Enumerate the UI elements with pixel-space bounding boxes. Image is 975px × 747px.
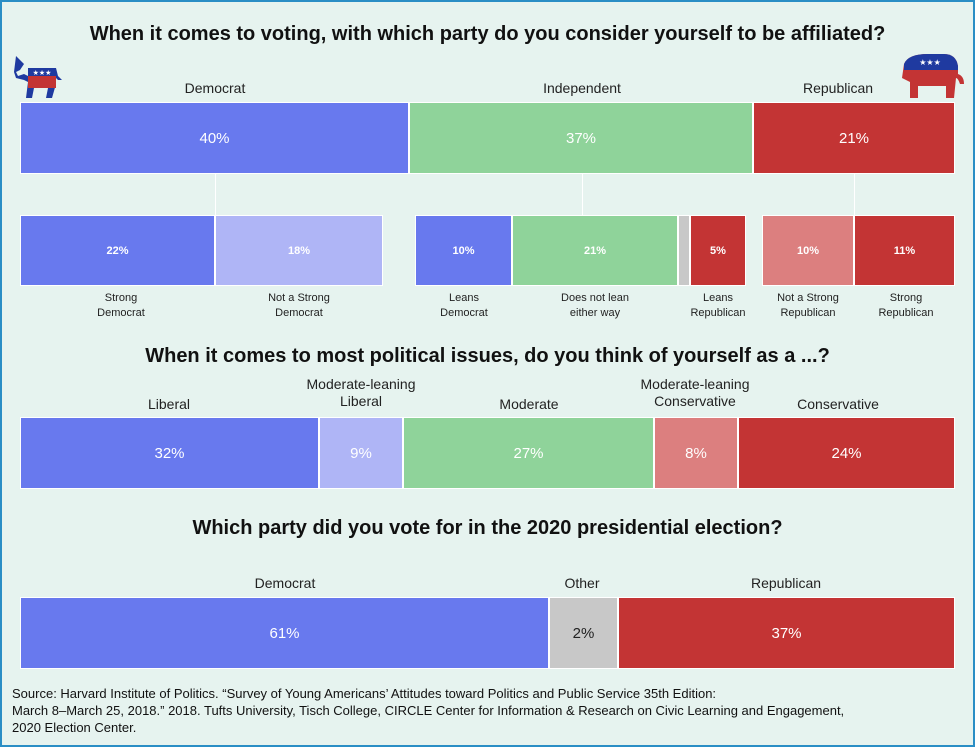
connector-line: [215, 174, 216, 215]
source-line: March 8–March 25, 2018.” 2018. Tufts Uni…: [12, 703, 845, 718]
bar-moderate-conservative: 8%: [654, 417, 738, 489]
sub-label: Not a Strong Democrat: [268, 292, 330, 319]
bar-strong-republican: 11%: [854, 215, 955, 286]
category-label: Conservative: [797, 396, 879, 412]
bar-vote-republican: 37%: [618, 597, 955, 669]
category-label: Democrat: [254, 575, 316, 591]
chart3-title: Which party did you vote for in the 2020…: [192, 517, 783, 539]
bar-democrat: 40%: [20, 102, 409, 174]
category-label: Other: [564, 575, 600, 591]
category-label: Moderate: [499, 396, 559, 412]
source-note: Source: Harvard Institute of Politics. “…: [12, 685, 967, 736]
bar-strong-democrat: 22%: [20, 215, 215, 286]
sub-label: Leans Democrat: [440, 292, 488, 319]
sub-label: Strong Republican: [878, 292, 934, 319]
bar-moderate: 27%: [403, 417, 654, 489]
bar-no-lean: 21%: [512, 215, 678, 286]
category-label: Liberal: [147, 396, 191, 412]
category-label: Republican: [750, 575, 822, 591]
source-line: Source: Harvard Institute of Politics. “…: [12, 686, 717, 701]
bar-leans-democrat: 10%: [415, 215, 512, 286]
chart1-title: When it comes to voting, with which part…: [89, 23, 886, 45]
chart2-title: When it comes to most political issues, …: [145, 345, 830, 367]
sub-label: Leans Republican: [690, 292, 746, 319]
bar-leans-republican: 5%: [690, 215, 746, 286]
bar-not-strong-democrat: 18%: [215, 215, 383, 286]
bar-liberal: 32%: [20, 417, 319, 489]
bar-vote-other: 2%: [549, 597, 618, 669]
connector-line: [582, 174, 583, 215]
bar-independent: 37%: [409, 102, 753, 174]
sub-label: Strong Democrat: [97, 292, 145, 319]
source-line: 2020 Election Center.: [12, 720, 137, 735]
bar-moderate-liberal: 9%: [319, 417, 403, 489]
bar-conservative: 24%: [738, 417, 955, 489]
sub-label: Not a Strong Republican: [777, 292, 839, 319]
sub-label: Does not lean either way: [561, 292, 629, 319]
bar-gap: [678, 215, 690, 286]
republican-elephant-icon: ★★★: [902, 54, 964, 98]
bar-not-strong-republican: 10%: [762, 215, 854, 286]
democrat-donkey-icon: ★★★: [14, 56, 62, 98]
bar-vote-democrat: 61%: [20, 597, 549, 669]
category-label: Moderate-leaning Liberal: [306, 376, 416, 409]
bar-republican: 21%: [753, 102, 955, 174]
category-label: Moderate-leaning Conservative: [640, 376, 750, 409]
category-label: Republican: [802, 80, 874, 96]
category-label: Democrat: [184, 80, 246, 96]
connector-line: [854, 174, 855, 215]
svg-text:★★★: ★★★: [919, 58, 941, 67]
svg-text:★★★: ★★★: [33, 69, 52, 77]
category-label: Independent: [543, 80, 621, 96]
